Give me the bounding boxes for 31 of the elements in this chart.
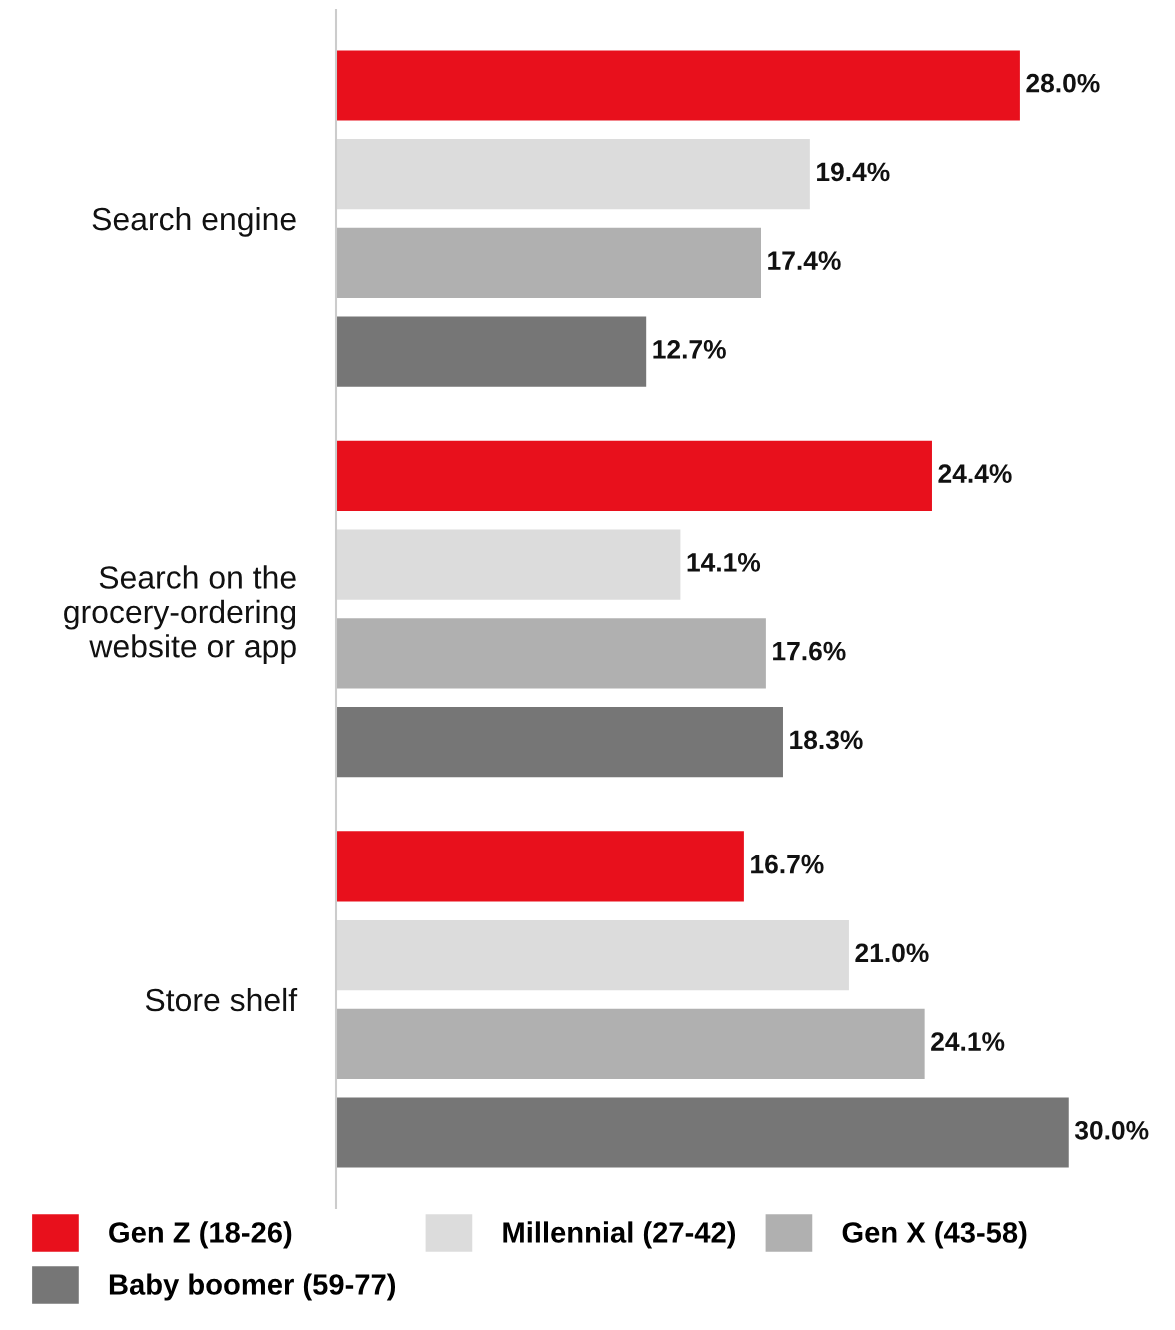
data-label: 17.6% — [773, 641, 846, 661]
data-label: 18.3% — [790, 730, 863, 750]
y-tick-label: Search on the grocery-ordering website or app — [64, 565, 296, 664]
bar — [336, 529, 681, 600]
legend-label: Baby boomer (59-77) — [109, 1273, 396, 1301]
legend-label: Gen Z (18-26) — [109, 1221, 292, 1249]
bar — [336, 227, 761, 298]
legend-label: Millennial (27-42) — [503, 1221, 736, 1249]
bar — [336, 831, 744, 902]
bar — [336, 1097, 1069, 1168]
bar — [336, 618, 766, 689]
data-label: 12.7% — [653, 340, 726, 359]
bar — [336, 1008, 925, 1079]
y-tick-label: Search engine — [92, 206, 296, 237]
data-label: 24.1% — [931, 1032, 1005, 1051]
data-label: 28.0% — [1026, 73, 1100, 93]
data-label: 21.0% — [855, 943, 929, 963]
data-label: 14.1% — [687, 553, 761, 572]
bar — [336, 50, 1020, 121]
data-label: 19.4% — [817, 162, 890, 182]
y-tick-label: Store shelf — [145, 987, 298, 1012]
legend-label: Gen X (43-58) — [842, 1221, 1027, 1249]
bar — [336, 440, 932, 511]
bar — [336, 707, 783, 778]
bar — [336, 316, 647, 387]
bar — [336, 920, 849, 991]
data-label: 16.7% — [751, 854, 824, 874]
data-label: 24.4% — [938, 464, 1012, 483]
bar — [336, 139, 810, 210]
data-label: 17.4% — [768, 251, 841, 270]
data-label: 30.0% — [1074, 1120, 1149, 1140]
